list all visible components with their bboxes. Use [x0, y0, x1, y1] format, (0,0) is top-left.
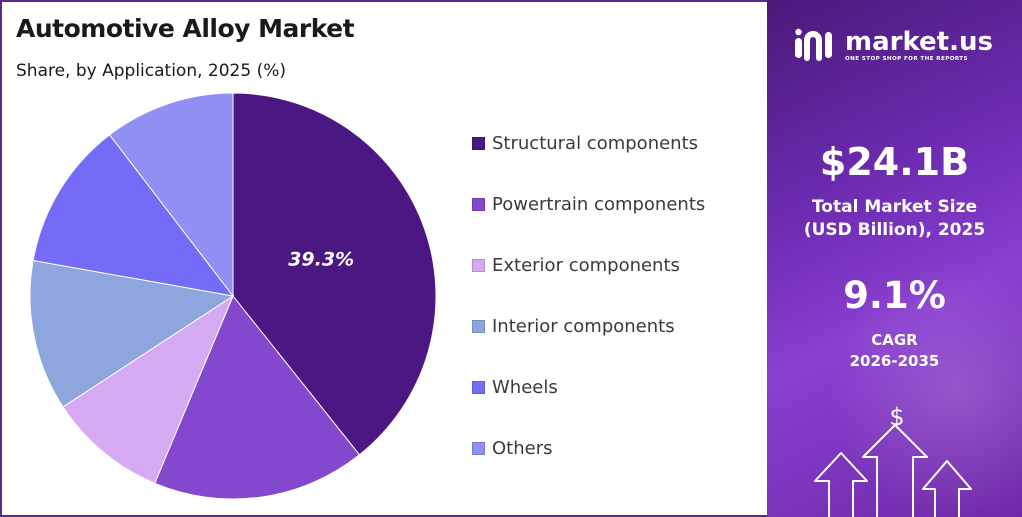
legend-swatch — [472, 197, 485, 211]
chart-title: Automotive Alloy Market — [16, 14, 355, 43]
arrow-up-right-icon — [922, 460, 972, 517]
cagr-label-line2: 2026-2035 — [849, 352, 940, 370]
legend-item: Powertrain components — [472, 193, 705, 215]
legend-swatch — [472, 258, 485, 272]
legend-label: Wheels — [492, 376, 558, 398]
market-size-label: Total Market Size (USD Billion), 2025 — [767, 196, 1022, 242]
legend-label: Structural components — [492, 132, 699, 154]
brand: market.us ONE STOP SHOP FOR THE REPORTS — [793, 28, 993, 62]
market-size-value: $24.1B — [819, 140, 970, 184]
brand-name: market.us — [845, 27, 993, 57]
legend-label: Interior components — [492, 315, 675, 337]
arrow-up-center-icon — [862, 424, 928, 517]
dollar-sign-icon: $ — [889, 403, 904, 431]
legend-item: Exterior components — [472, 254, 680, 276]
legend-item: Others — [472, 437, 553, 459]
legend-label: Others — [492, 437, 553, 459]
legend-swatch — [472, 136, 485, 150]
pie-slice-structural-components — [232, 92, 437, 456]
legend-swatch — [472, 380, 485, 394]
chart-subtitle: Share, by Application, 2025 (%) — [16, 61, 286, 81]
legend-swatch — [472, 319, 485, 333]
legend-item: Interior components — [472, 315, 675, 337]
brand-tagline: ONE STOP SHOP FOR THE REPORTS — [845, 56, 968, 62]
market-size-label-line1: Total Market Size — [811, 197, 978, 217]
legend-item: Wheels — [472, 376, 558, 398]
market-us-logo-icon — [795, 28, 832, 61]
pie-slice-interior-components — [29, 259, 235, 408]
legend-label: Powertrain components — [492, 193, 706, 215]
pie-slice-others — [108, 92, 234, 298]
pie-chart: 39.3% — [29, 92, 437, 500]
growth-arrows-icon: $ — [814, 403, 972, 517]
arrow-up-left-icon — [814, 452, 868, 517]
cagr-value: 9.1% — [843, 274, 946, 317]
pie-data-label: 39.3% — [288, 249, 354, 271]
cagr-label: CAGR 2026-2035 — [767, 330, 1022, 372]
legend-swatch — [472, 441, 485, 455]
chart-panel: Automotive Alloy Market Share, by Applic… — [0, 0, 767, 517]
pie-slice-wheels — [32, 134, 235, 297]
info-panel: market.us ONE STOP SHOP FOR THE REPORTS … — [767, 0, 1022, 517]
cagr-label-line1: CAGR — [871, 331, 918, 349]
pie-slice-exterior-components — [62, 294, 235, 484]
market-size-label-line2: (USD Billion), 2025 — [803, 220, 986, 240]
pie-slice-powertrain-components — [154, 295, 361, 500]
legend-label: Exterior components — [492, 254, 680, 276]
legend-item: Structural components — [472, 132, 698, 154]
